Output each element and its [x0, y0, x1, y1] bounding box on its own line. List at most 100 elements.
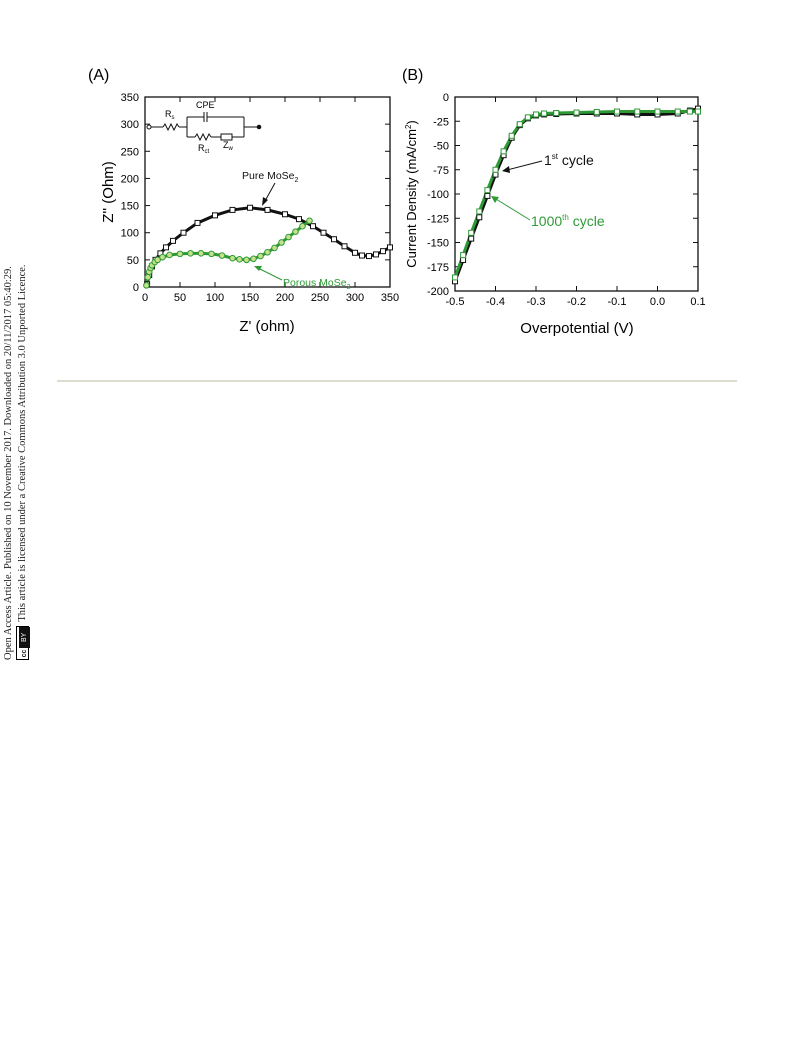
data-point	[257, 252, 264, 260]
panel-a-y-axis-title: Z'' (Ohm)	[100, 161, 117, 223]
x-tick-label: -0.2	[567, 296, 586, 308]
data-point	[508, 132, 515, 139]
equivalent-circuit-inset	[146, 112, 262, 142]
panel-b-label: (B)	[402, 67, 423, 84]
data-point	[180, 229, 187, 236]
y-tick-label: 150	[121, 201, 139, 213]
first-cycle-arrow	[506, 160, 543, 171]
data-point	[674, 108, 681, 115]
porous-mose2-label: Porous MoSe2	[283, 277, 351, 291]
first-cycle-arrowhead-icon	[502, 166, 510, 173]
data-point	[387, 244, 393, 251]
data-point	[614, 108, 620, 115]
data-point	[208, 250, 215, 258]
panel-b-x-tick-labels: -0.5 -0.4 -0.3 -0.2 -0.1 0.0 0.1	[446, 296, 706, 308]
data-point	[144, 273, 152, 281]
x-tick-label: 0	[142, 292, 148, 304]
data-point	[218, 252, 226, 259]
data-point	[341, 243, 348, 250]
panel-a-y-tick-labels: 0 50 100 150 200 250 300 350	[121, 92, 139, 294]
data-point	[159, 253, 166, 261]
data-point	[197, 250, 205, 257]
x-tick-label: 0.1	[690, 296, 705, 308]
data-point	[163, 244, 169, 251]
data-point	[154, 256, 161, 264]
panel-b-y-axis-title: Current Density (mA/cm2)	[404, 120, 419, 268]
data-point	[310, 223, 316, 230]
data-point	[366, 253, 372, 260]
data-point	[296, 216, 302, 223]
data-point	[516, 121, 523, 128]
data-point	[573, 109, 580, 116]
data-point	[533, 111, 539, 118]
x-tick-label: -0.5	[446, 296, 465, 308]
panel-a-x-axis-title: Z' (ohm)	[239, 318, 294, 335]
y-tick-label: 0	[443, 92, 449, 104]
y-tick-label: -50	[433, 141, 449, 153]
y-tick-label: 100	[121, 228, 139, 240]
y-tick-label: 300	[121, 119, 139, 131]
data-point	[229, 206, 236, 213]
data-point	[285, 233, 292, 241]
data-point	[695, 108, 701, 115]
data-point	[492, 166, 499, 173]
x-tick-label: -0.4	[486, 296, 505, 308]
data-point	[352, 249, 358, 256]
data-point	[331, 236, 337, 243]
data-point	[359, 252, 365, 259]
data-point	[247, 204, 253, 211]
data-point	[236, 256, 243, 263]
porous-mose2-arrowhead-icon	[254, 266, 262, 271]
panel-b-x-axis-title: Overpotential (V)	[520, 320, 633, 337]
data-point	[278, 239, 285, 246]
data-point	[212, 212, 218, 219]
data-point	[380, 248, 386, 255]
panel-a-label: (A)	[88, 67, 109, 84]
thousandth-cycle-arrow	[495, 198, 531, 221]
data-point	[166, 251, 173, 259]
data-point	[460, 252, 467, 259]
data-point	[686, 108, 693, 115]
y-tick-label: 250	[121, 146, 139, 158]
panel-a-series	[143, 204, 393, 289]
panel-b-ticks	[454, 96, 699, 292]
rct-resistor-icon	[194, 132, 212, 142]
data-point	[452, 274, 458, 281]
figure: (A) 0 50 100 150 200 250 300 350 0 50 100 150 200 25…	[88, 67, 706, 337]
data-point	[553, 110, 560, 117]
y-tick-label: 50	[127, 255, 139, 267]
thousandth-cycle-arrowhead-icon	[491, 196, 499, 203]
y-tick-label: -75	[433, 165, 449, 177]
data-point	[468, 229, 475, 236]
pure-mose2-label: Pure MoSe2	[242, 170, 299, 184]
x-tick-label: 100	[206, 292, 224, 304]
panel-b-y-tick-labels: 0 -25 -50 -75 -100 -125 -150 -175 -200	[427, 92, 449, 298]
pure-mose2-arrowhead-icon	[262, 197, 268, 206]
data-point	[524, 114, 531, 121]
y-tick-label: -150	[427, 238, 449, 250]
y-tick-label: 350	[121, 92, 139, 104]
series-line-1	[453, 110, 698, 278]
data-point	[292, 228, 299, 235]
data-point	[500, 148, 507, 155]
panel-a: (A) 0 50 100 150 200 250 300 350 0 50 100 150 200 25…	[88, 67, 399, 335]
x-tick-label: 250	[311, 292, 329, 304]
pure-mose2-arrow	[264, 182, 276, 202]
data-point	[320, 229, 327, 236]
inset-zw-label: Zw	[223, 140, 234, 152]
data-point	[634, 108, 641, 115]
data-point	[271, 244, 278, 252]
data-point	[143, 282, 150, 289]
data-point	[468, 235, 475, 242]
first-cycle-label: 1st cycle	[544, 152, 594, 168]
data-point	[194, 219, 201, 226]
inset-rs-label: Rs	[165, 109, 175, 121]
data-point	[541, 110, 548, 117]
cc-by-badge-icon[interactable]: ccBY	[16, 625, 31, 660]
y-tick-label: -125	[427, 213, 449, 225]
x-tick-label: 200	[276, 292, 294, 304]
inset-rct-label: Rct	[198, 143, 210, 155]
section-divider	[57, 380, 737, 382]
y-tick-label: -200	[427, 286, 449, 298]
